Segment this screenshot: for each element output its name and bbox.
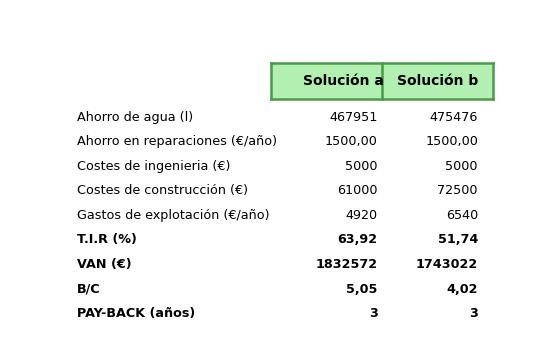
Text: 61000: 61000 bbox=[337, 184, 378, 197]
Text: VAN (€): VAN (€) bbox=[77, 258, 132, 271]
Text: 5000: 5000 bbox=[446, 160, 478, 173]
Text: 63,92: 63,92 bbox=[338, 233, 378, 247]
Text: 5,05: 5,05 bbox=[346, 282, 378, 295]
Text: PAY-BACK (años): PAY-BACK (años) bbox=[77, 307, 196, 320]
Text: 51,74: 51,74 bbox=[438, 233, 478, 247]
Text: Solución a: Solución a bbox=[303, 74, 384, 88]
Text: T.I.R (%): T.I.R (%) bbox=[77, 233, 137, 247]
Text: 6540: 6540 bbox=[446, 209, 478, 222]
Bar bbox=[271, 63, 493, 99]
Text: B/C: B/C bbox=[77, 282, 101, 295]
Text: Costes de ingenieria (€): Costes de ingenieria (€) bbox=[77, 160, 230, 173]
Text: Ahorro en reparaciones (€/año): Ahorro en reparaciones (€/año) bbox=[77, 135, 277, 148]
Text: 1500,00: 1500,00 bbox=[425, 135, 478, 148]
Text: Solución b: Solución b bbox=[397, 74, 478, 88]
Text: 3: 3 bbox=[469, 307, 478, 320]
Text: 1832572: 1832572 bbox=[316, 258, 378, 271]
Text: 4920: 4920 bbox=[345, 209, 378, 222]
Text: 475476: 475476 bbox=[430, 111, 478, 124]
Text: 1500,00: 1500,00 bbox=[325, 135, 378, 148]
Text: 4,02: 4,02 bbox=[447, 282, 478, 295]
Text: Ahorro de agua (l): Ahorro de agua (l) bbox=[77, 111, 194, 124]
Text: 3: 3 bbox=[369, 307, 378, 320]
Text: Gastos de explotación (€/año): Gastos de explotación (€/año) bbox=[77, 209, 270, 222]
Text: 1743022: 1743022 bbox=[416, 258, 478, 271]
Text: Costes de construcción (€): Costes de construcción (€) bbox=[77, 184, 248, 197]
Text: 72500: 72500 bbox=[437, 184, 478, 197]
Text: 467951: 467951 bbox=[329, 111, 378, 124]
Text: 5000: 5000 bbox=[345, 160, 378, 173]
